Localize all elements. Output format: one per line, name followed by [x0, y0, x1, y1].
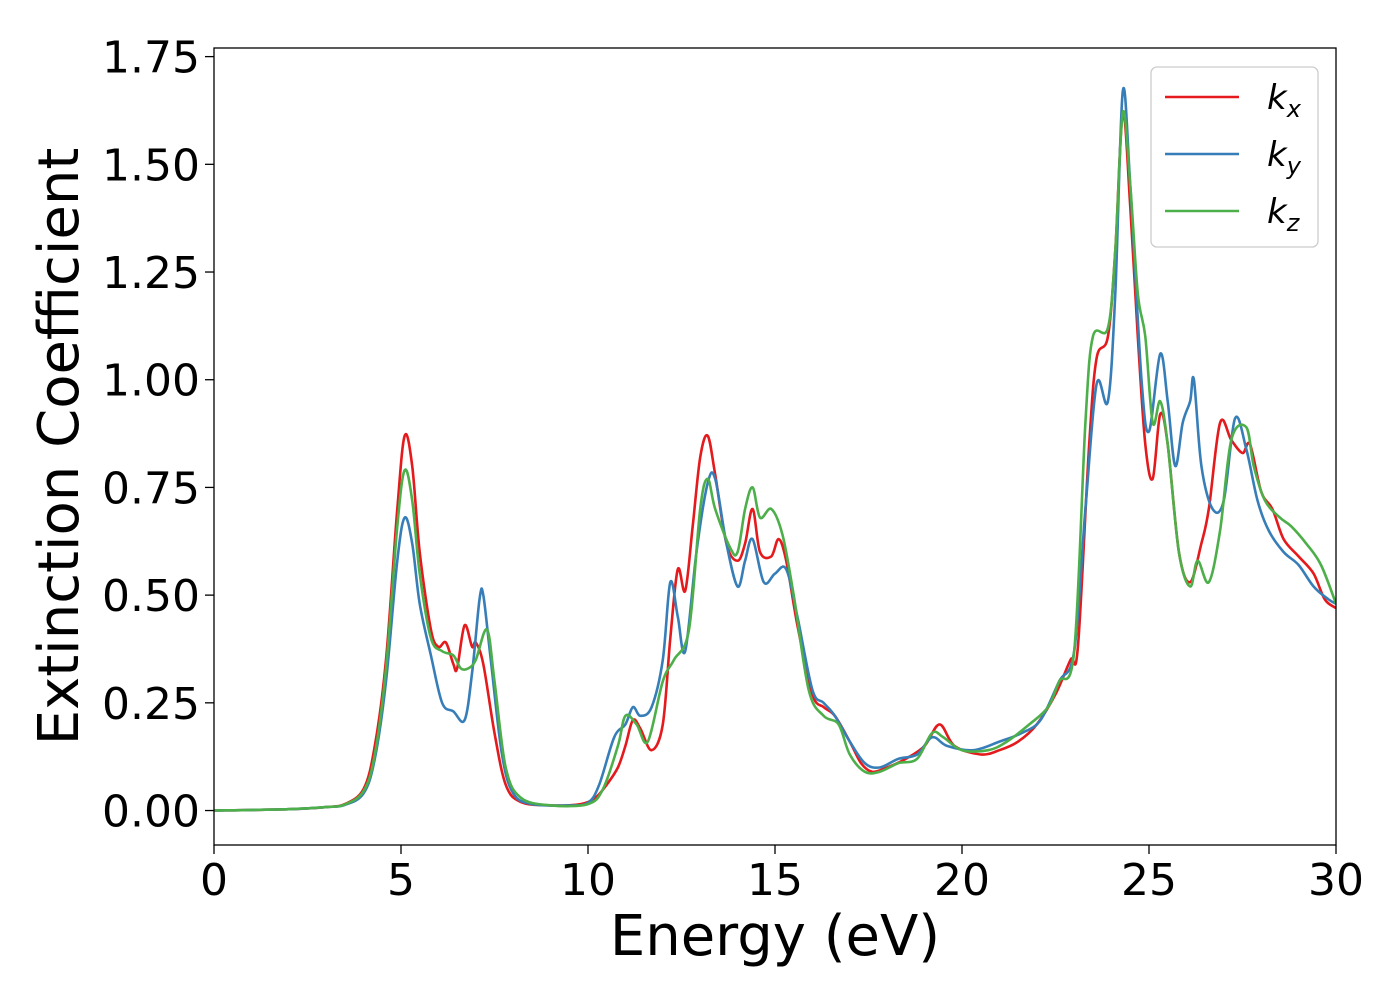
y-tick-label: 1.50	[102, 140, 200, 191]
legend: kx ky kz	[1150, 66, 1319, 248]
series-line-k-z	[214, 109, 1336, 812]
x-tick-label: 5	[387, 855, 415, 906]
x-tick-label: 15	[747, 855, 803, 906]
x-tick-label: 0	[200, 855, 228, 906]
x-tick-label: 25	[1121, 855, 1177, 906]
y-tick-label: 1.75	[102, 33, 200, 84]
y-tick-label: 0.50	[102, 571, 200, 622]
y-tick-label: 1.25	[102, 248, 200, 299]
series-line-k-x	[214, 111, 1336, 812]
y-tick-label: 0.75	[102, 463, 200, 514]
y-tick-label: 0.25	[102, 679, 200, 730]
legend-label-k-y: ky	[1267, 135, 1302, 180]
legend-label-k-x: kx	[1267, 78, 1302, 123]
y-tick-label: 0.00	[102, 787, 200, 838]
series-layer	[214, 86, 1336, 812]
x-axis-label: Energy (eV)	[610, 904, 940, 969]
legend-box	[1150, 66, 1319, 248]
x-tick-label: 20	[934, 855, 990, 906]
legend-label-k-z: kz	[1267, 192, 1301, 237]
ticks-layer: 0 5 10 15 20 25 30 0.00 0.25 0.50 0.75 1.00 1.25 1.50…	[102, 33, 1364, 906]
x-tick-label: 30	[1308, 855, 1364, 906]
x-tick-label: 10	[560, 855, 616, 906]
y-tick-label: 1.00	[102, 356, 200, 407]
y-axis-label: Extinction Coefficient	[27, 148, 92, 746]
